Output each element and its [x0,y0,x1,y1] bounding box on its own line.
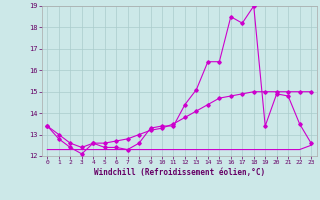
X-axis label: Windchill (Refroidissement éolien,°C): Windchill (Refroidissement éolien,°C) [94,168,265,177]
